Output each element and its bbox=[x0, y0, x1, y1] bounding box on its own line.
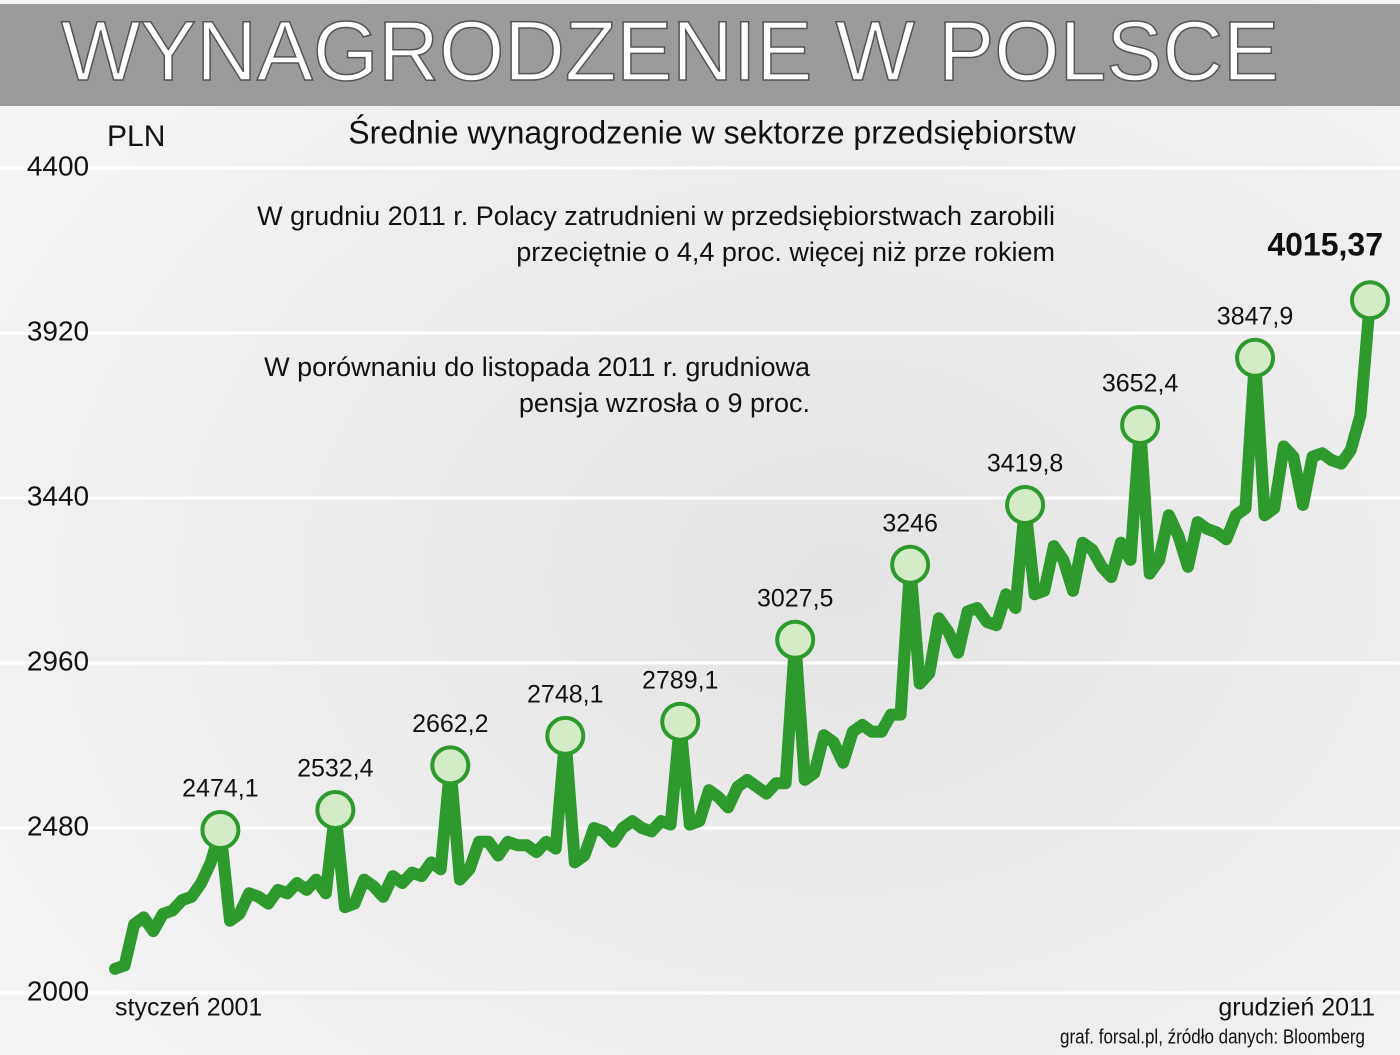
chart-subtitle: Średnie wynagrodzenie w sektorze przedsi… bbox=[348, 114, 1076, 150]
point-marker bbox=[315, 789, 356, 830]
annotation: W grudniu 2011 r. Polacy zatrudnieni w p… bbox=[257, 201, 1055, 231]
point-marker bbox=[1350, 280, 1390, 321]
data-label: 3652,4 bbox=[1102, 370, 1179, 398]
data-label: 2662,2 bbox=[412, 710, 488, 738]
point-marker bbox=[430, 745, 471, 786]
y-tick-label: 2000 bbox=[27, 975, 89, 1006]
point-marker bbox=[545, 715, 586, 756]
title-bar bbox=[0, 4, 1400, 106]
x-tick-label: styczeń 2001 bbox=[115, 994, 262, 1022]
data-label: 4015,37 bbox=[1267, 227, 1383, 263]
annotation: pensja wzrosła o 9 proc. bbox=[519, 388, 810, 418]
point-marker bbox=[200, 810, 241, 851]
data-label: 2748,1 bbox=[527, 680, 603, 708]
point-marker bbox=[775, 619, 816, 660]
data-label: 3246 bbox=[882, 509, 938, 537]
x-tick-label: grudzień 2011 bbox=[1218, 994, 1375, 1022]
point-marker bbox=[1120, 404, 1161, 445]
y-axis-unit: PLN bbox=[107, 120, 165, 153]
data-label: 2789,1 bbox=[642, 666, 718, 694]
data-label: 3419,8 bbox=[987, 450, 1063, 478]
y-tick-label: 2960 bbox=[27, 645, 89, 676]
annotation: W porównaniu do listopada 2011 r. grudni… bbox=[264, 352, 811, 382]
point-marker bbox=[1235, 337, 1276, 378]
y-tick-label: 2480 bbox=[27, 810, 89, 841]
y-tick-label: 3920 bbox=[27, 315, 89, 346]
point-marker bbox=[1005, 484, 1046, 525]
data-label: 3027,5 bbox=[757, 584, 833, 612]
chart-title: WYNAGRODZENIE W POLSCE bbox=[61, 4, 1279, 98]
y-tick-label: 3440 bbox=[27, 480, 89, 511]
annotation: przeciętnie o 4,4 proc. więcej niż prze … bbox=[516, 237, 1055, 267]
data-label: 3847,9 bbox=[1217, 302, 1293, 330]
source: graf. forsal.pl, źródło danych: Bloomber… bbox=[1060, 1025, 1365, 1048]
point-marker bbox=[890, 544, 931, 585]
y-tick-label: 4400 bbox=[27, 150, 89, 181]
data-line bbox=[109, 294, 1376, 975]
data-label: 2532,4 bbox=[297, 755, 374, 783]
data-label: 2474,1 bbox=[182, 775, 258, 803]
point-marker bbox=[660, 701, 701, 742]
